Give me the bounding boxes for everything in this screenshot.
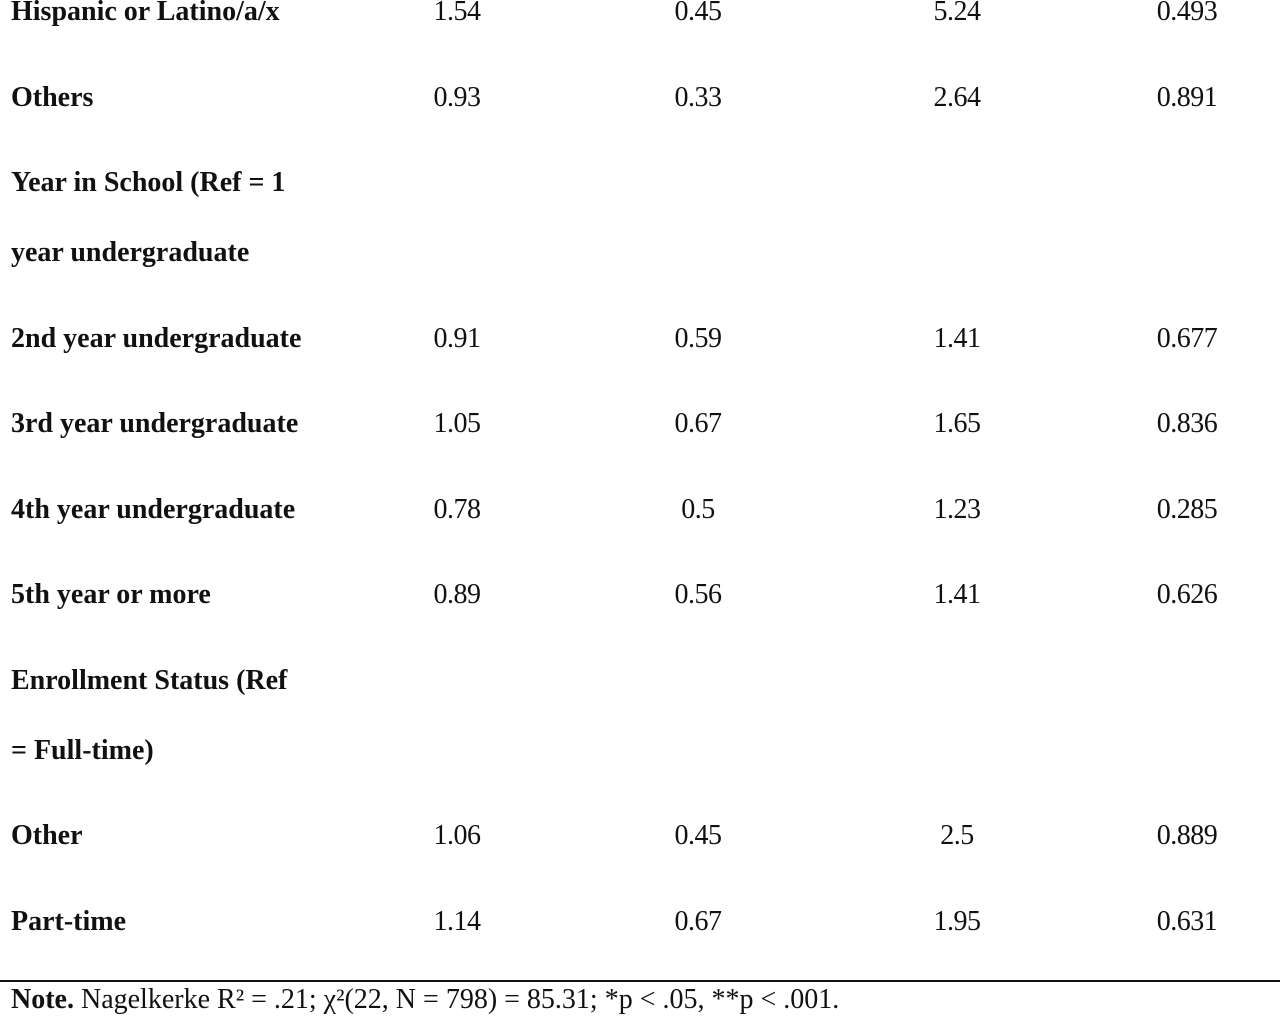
cell-value: 0.631 (1156, 905, 1218, 937)
cell-value: 0.493 (1156, 0, 1218, 27)
cell-value: 0.5 (681, 493, 715, 525)
cell-value: 1.95 (933, 905, 982, 937)
cell-value: 0.93 (433, 81, 482, 113)
cell-value: 0.45 (674, 820, 723, 851)
row-label: Part-time (11, 905, 127, 937)
cell-value: 0.78 (433, 493, 482, 525)
cell-value: 0.59 (674, 322, 723, 354)
cell-value: 0.891 (1156, 81, 1218, 113)
cell-value: 5.24 (933, 0, 982, 27)
cell-value: 0.626 (1156, 579, 1218, 610)
note-text: Nagelkerke R² = .21; χ²(22, N = 798) = 8… (80, 984, 840, 1015)
cell-value: 0.67 (674, 408, 723, 439)
cell-value: 0.836 (1156, 408, 1218, 439)
cell-value: 2.5 (940, 820, 974, 851)
cell-value: 0.677 (1156, 322, 1218, 354)
note: Note. Nagelkerke R² = .21; χ²(22, N = 79… (11, 984, 839, 1016)
row-label: Others (11, 81, 94, 113)
row-label: 3rd year undergraduate (11, 408, 299, 439)
row-label: 4th year undergraduate (11, 493, 296, 525)
row-label: 5th year or more (11, 579, 211, 610)
cell-value: 1.06 (433, 820, 482, 851)
row-label: Enrollment Status (Ref (11, 664, 288, 696)
cell-value: 1.23 (933, 493, 982, 525)
cell-value: 1.65 (933, 408, 982, 439)
rule (0, 980, 1280, 982)
cell-value: 1.41 (933, 579, 982, 610)
row-label: Other (11, 820, 83, 851)
cell-value: 1.14 (433, 905, 482, 937)
row-label: year undergraduate (11, 237, 250, 268)
cell-value: 0.45 (674, 0, 723, 27)
cell-value: 0.285 (1156, 493, 1218, 525)
cell-value: 0.89 (433, 579, 482, 610)
cell-value: 0.889 (1156, 820, 1218, 851)
cell-value: 1.54 (433, 0, 482, 27)
cell-value: 2.64 (933, 81, 982, 113)
row-label: 2nd year undergraduate (11, 322, 302, 354)
row-label: Year in School (Ref = 1 (11, 167, 286, 198)
row-label: = Full-time) (11, 734, 154, 766)
cell-value: 0.56 (674, 579, 723, 610)
cell-value: 0.91 (433, 322, 482, 354)
row-label: Hispanic or Latino/a/x (11, 0, 280, 27)
note-label: Note. (11, 984, 74, 1015)
cell-value: 0.33 (674, 81, 723, 113)
cell-value: 1.05 (433, 408, 482, 439)
cell-value: 1.41 (933, 322, 982, 354)
cell-value: 0.67 (674, 905, 723, 937)
